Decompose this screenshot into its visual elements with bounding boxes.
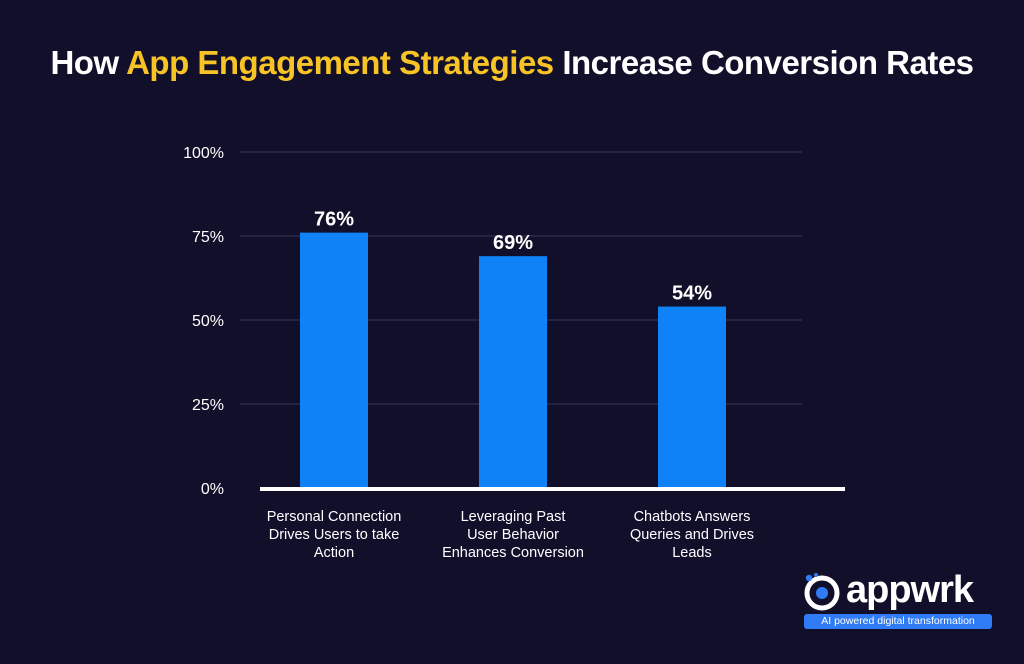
y-tick-label: 0% (201, 481, 224, 498)
title-prefix: How (50, 44, 127, 81)
appwrk-logo-icon (804, 573, 840, 611)
data-label: 76% (314, 209, 354, 231)
bar (658, 306, 726, 488)
brand-logo: appwrk AI powered digital transformation (802, 569, 994, 632)
x-tick-label: Personal Connection Drives Users to take A… (244, 508, 424, 562)
chart-title: How App Engagement Strategies Increase C… (0, 44, 1024, 82)
data-label: 69% (493, 232, 533, 254)
x-tick-label-line: Action (313, 545, 355, 561)
data-label: 54% (672, 283, 712, 305)
brand-tagline: AI powered digital transformation (804, 614, 992, 629)
x-tick-label-line: Leveraging Past (460, 509, 566, 525)
y-tick-label: 50% (192, 313, 224, 330)
x-tick-label-line: Enhances Conversion (442, 545, 584, 561)
brand-name: appwrk (846, 569, 974, 611)
x-tick-label: Chatbots Answers Queries and Drives Leads (602, 508, 782, 562)
bar (479, 256, 547, 488)
title-highlight: App Engagement Strategies (126, 44, 554, 81)
bar (300, 232, 368, 488)
x-tick-label-line: Chatbots Answers (633, 509, 751, 525)
x-tick-label-line: Drives Users to take (268, 527, 400, 543)
y-tick-label: 75% (192, 229, 224, 246)
x-tick-label-line: Queries and Drives (629, 527, 755, 543)
y-tick-label: 25% (192, 397, 224, 414)
x-tick-label-line: Personal Connection (266, 509, 402, 525)
title-suffix: Increase Conversion Rates (553, 44, 974, 81)
x-axis-line (260, 487, 845, 491)
x-tick-label-line: Leads (672, 545, 712, 561)
x-tick-label: Leveraging Past User Behavior Enhances Con… (423, 508, 603, 562)
y-tick-label: 100% (183, 145, 224, 162)
x-tick-label-line: User Behavior (467, 527, 559, 543)
